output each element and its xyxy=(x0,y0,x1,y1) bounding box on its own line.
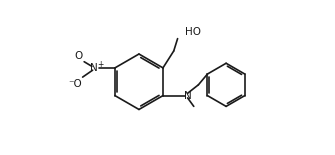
Text: ⁻O: ⁻O xyxy=(68,79,82,89)
Text: +: + xyxy=(97,60,104,69)
Text: HO: HO xyxy=(185,27,201,37)
Text: N: N xyxy=(90,63,98,73)
Text: O: O xyxy=(75,51,83,61)
Text: N: N xyxy=(184,91,192,101)
